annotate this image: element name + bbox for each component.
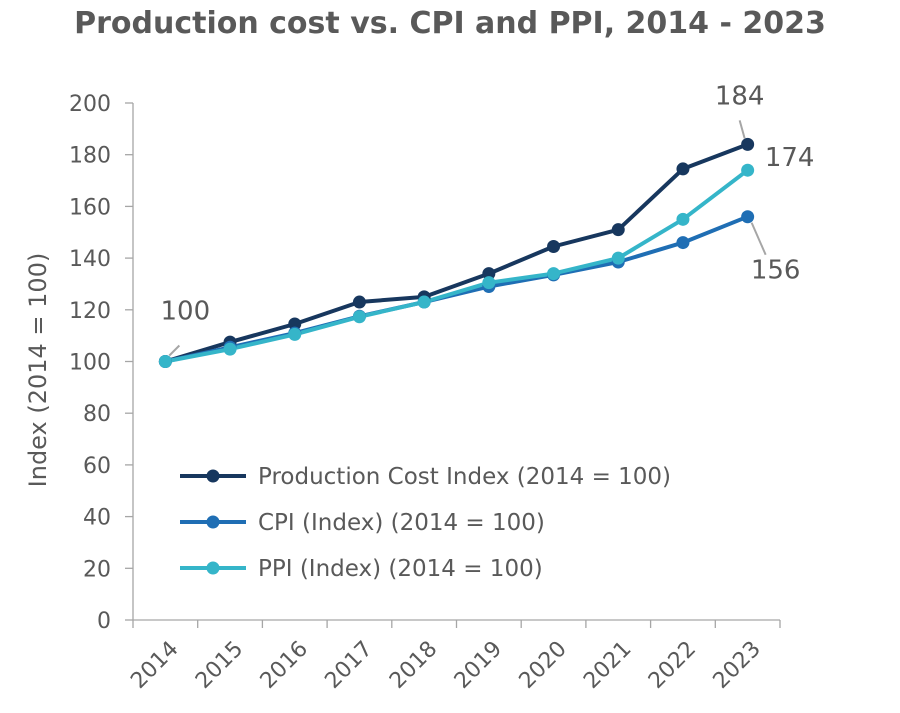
data-point: [547, 267, 561, 281]
y-tick-labels: 0 20 40 60 80 100 120 140 160 180 200: [69, 92, 111, 634]
series-line-1: [164, 214, 749, 364]
x-tick-label: 2016: [256, 637, 313, 694]
legend-label: Production Cost Index (2014 = 100): [258, 464, 671, 490]
data-point: [611, 251, 625, 265]
legend-label: PPI (Index) (2014 = 100): [258, 556, 543, 582]
data-point: [547, 239, 561, 253]
data-point: [352, 295, 366, 309]
x-tick-label: 2017: [320, 637, 377, 694]
series-line-0: [164, 142, 749, 364]
y-tick-label: 180: [69, 144, 111, 169]
x-tick-label: 2022: [644, 637, 701, 694]
data-point: [223, 342, 237, 356]
data-point: [417, 295, 431, 309]
data-point: [611, 223, 625, 237]
y-tick-label: 200: [69, 92, 111, 117]
y-tick-label: 80: [83, 402, 111, 427]
data-point: [676, 236, 690, 250]
x-tick-label: 2020: [515, 637, 572, 694]
data-point: [288, 327, 302, 341]
data-point: [741, 163, 755, 177]
y-tick-label: 40: [83, 506, 111, 531]
legend-label: CPI (Index) (2014 = 100): [258, 510, 545, 536]
data-point: [482, 276, 496, 290]
x-tick-label: 2018: [385, 637, 442, 694]
data-point: [676, 212, 690, 226]
x-tick-label: 2014: [126, 637, 183, 694]
data-point: [741, 210, 755, 224]
y-tick-label: 120: [69, 299, 111, 324]
x-tick-label: 2019: [450, 637, 507, 694]
legend: Production Cost Index (2014 = 100) CPI (I…: [180, 464, 671, 582]
axes: [125, 102, 781, 628]
chart-title: Production cost vs. CPI and PPI, 2014 - …: [74, 6, 826, 41]
series-line-2: [164, 168, 749, 364]
y-tick-label: 140: [69, 247, 111, 272]
y-tick-label: 60: [83, 454, 111, 479]
data-label: 156: [751, 256, 801, 286]
data-point: [158, 355, 172, 368]
data-point: [676, 162, 690, 176]
series-points: [158, 137, 755, 368]
data-point: [288, 317, 302, 331]
y-tick-label: 100: [69, 351, 111, 376]
x-tick-labels: 2014 2015 2016 2017 2018 2019 2020 2021 2022 2023: [126, 637, 766, 694]
legend-swatch-marker: [206, 515, 220, 529]
y-tick-label: 160: [69, 195, 111, 220]
annotation-leader: [750, 222, 767, 256]
y-tick-label: 20: [83, 557, 111, 582]
data-point: [352, 310, 366, 324]
annotation-leader: [168, 344, 181, 357]
data-annotations: 100 184 174 156: [161, 81, 815, 357]
legend-swatch-marker: [206, 561, 220, 575]
series-lines: [164, 142, 749, 364]
y-tick-label: 0: [97, 609, 111, 634]
data-label: 184: [715, 81, 765, 111]
y-axis-label: Index (2014 = 100): [24, 253, 52, 488]
legend-swatch-marker: [206, 469, 220, 483]
x-tick-label: 2023: [709, 637, 766, 694]
data-point: [741, 137, 755, 151]
data-point: [482, 267, 496, 281]
x-tick-label: 2015: [191, 637, 248, 694]
data-label: 174: [765, 143, 815, 173]
x-tick-label: 2021: [579, 637, 636, 694]
data-label: 100: [161, 297, 211, 327]
annotation-leader: [738, 120, 746, 139]
